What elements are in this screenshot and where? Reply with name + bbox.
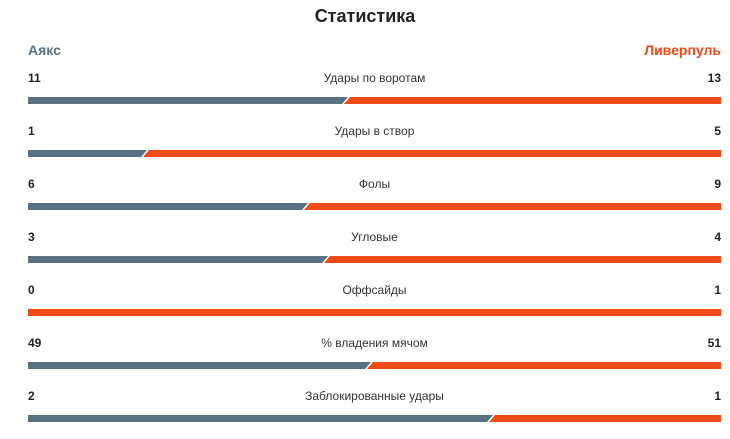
stat-label: Фолы <box>358 177 391 191</box>
away-share-bar <box>367 362 721 369</box>
stat-bar <box>28 415 721 422</box>
stat-row: 49 % владения мячом 51 <box>28 334 721 387</box>
stat-bar <box>28 150 721 157</box>
stat-bar-graphic <box>28 150 721 157</box>
home-share-bar <box>28 203 308 210</box>
away-value: 5 <box>714 124 721 138</box>
away-value: 4 <box>714 230 721 244</box>
stat-row: 0 Оффсайды 1 <box>28 281 721 334</box>
stat-label: Угловые <box>351 230 398 244</box>
away-value: 1 <box>714 283 721 297</box>
page-title: Статистика <box>314 6 416 26</box>
stat-row: 11 Удары по воротам 13 <box>28 69 721 122</box>
stat-bar <box>28 203 721 210</box>
stats-list: 11 Удары по воротам 13 1 Удары в створ 5… <box>28 69 721 439</box>
home-share-bar <box>28 362 371 369</box>
stat-label: Удары по воротам <box>323 71 426 85</box>
stat-row: 6 Фолы 9 <box>28 175 721 228</box>
home-share-bar <box>28 256 328 263</box>
home-value: 6 <box>28 177 35 191</box>
stat-bar <box>28 309 721 316</box>
away-share-bar <box>324 256 721 263</box>
stat-label: Заблокированные удары <box>305 389 444 403</box>
stat-bar <box>28 97 721 104</box>
home-value: 3 <box>28 230 35 244</box>
away-value: 51 <box>707 336 721 350</box>
stat-bar <box>28 362 721 369</box>
away-share-bar <box>304 203 721 210</box>
away-value: 13 <box>707 71 721 85</box>
home-share-bar <box>28 97 348 104</box>
home-share-bar <box>28 415 493 422</box>
stat-label: % владения мячом <box>321 336 428 350</box>
away-value: 1 <box>714 389 721 403</box>
stat-bar-graphic <box>28 203 721 210</box>
away-share-bar <box>489 415 721 422</box>
away-team-name: Ливерпуль <box>644 42 721 58</box>
home-value: 0 <box>28 283 35 297</box>
home-value: 11 <box>28 71 41 85</box>
stat-bar-graphic <box>28 362 721 369</box>
away-value: 9 <box>714 177 721 191</box>
home-value: 2 <box>28 389 35 403</box>
away-share-bar <box>143 150 721 157</box>
away-share-bar <box>28 309 721 316</box>
stat-bar-graphic <box>28 256 721 263</box>
stat-bar-graphic <box>28 97 721 104</box>
stat-bar-graphic <box>28 309 721 316</box>
stat-row: 1 Удары в створ 5 <box>28 122 721 175</box>
home-value: 1 <box>28 124 35 138</box>
stat-label: Удары в створ <box>334 124 415 138</box>
home-team-name: Аякс <box>28 42 61 58</box>
stat-bar <box>28 256 721 263</box>
stat-label: Оффсайды <box>342 283 407 297</box>
stat-bar-graphic <box>28 415 721 422</box>
home-value: 49 <box>28 336 42 350</box>
stat-row: 2 Заблокированные удары 1 <box>28 387 721 439</box>
home-share-bar <box>28 150 147 157</box>
away-share-bar <box>344 97 721 104</box>
stat-row: 3 Угловые 4 <box>28 228 721 281</box>
